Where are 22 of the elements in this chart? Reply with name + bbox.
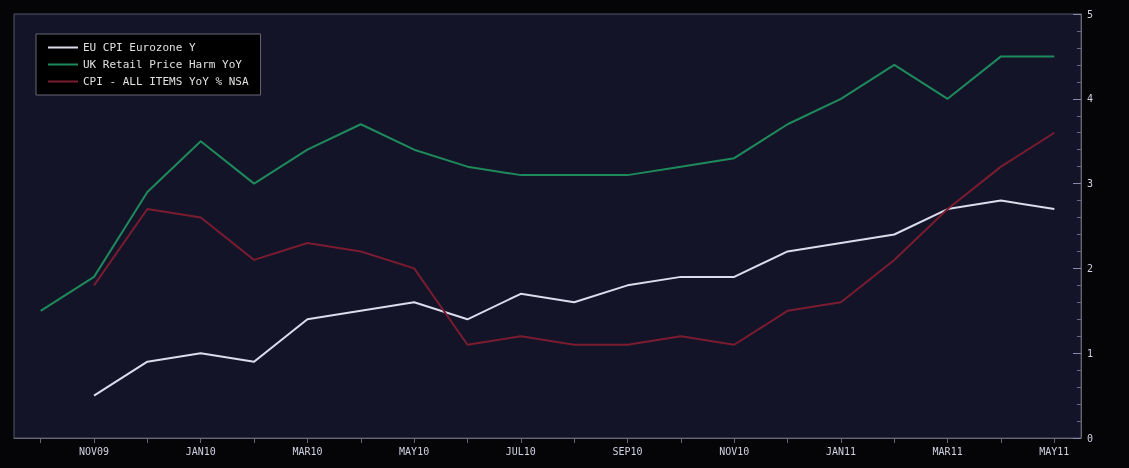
x-tick-label: MAY11 (1039, 445, 1070, 457)
y-tick-label: 0 (1087, 432, 1094, 444)
x-tick-label: JUL10 (505, 445, 536, 457)
x-tick-label: SEP10 (612, 445, 643, 457)
x-tick-label: MAY10 (399, 445, 430, 457)
x-tick-label: NOV09 (78, 445, 110, 457)
legend-label: CPI - ALL ITEMS YoY % NSA (83, 75, 249, 88)
x-tick-label: MAR10 (292, 445, 323, 457)
y-tick-label: 2 (1087, 262, 1094, 274)
y-tick-label: 4 (1087, 93, 1094, 105)
line-series (93, 199, 1056, 397)
legend-label: UK Retail Price Harm YoY (83, 58, 243, 71)
x-tick-label: MAR11 (932, 445, 963, 457)
legend-label: EU CPI Eurozone Y (83, 41, 196, 54)
line-series (39, 55, 1056, 312)
x-tick-label: JAN10 (185, 445, 216, 457)
y-tick-label: 1 (1087, 347, 1094, 359)
line-series (93, 131, 1056, 346)
y-tick-label: 3 (1087, 178, 1094, 190)
x-tick-label: JAN11 (825, 445, 856, 457)
x-tick-label: NOV10 (719, 445, 750, 457)
y-tick-label: 5 (1087, 8, 1094, 20)
